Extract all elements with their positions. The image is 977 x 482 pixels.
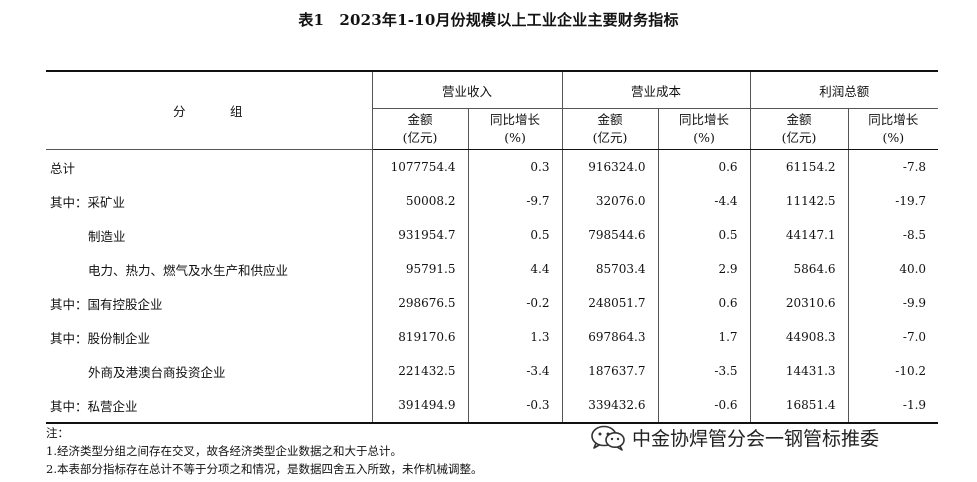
subheader-line1: 同比增长 (679, 112, 730, 127)
financial-indicators-table: 分 组 营业收入 营业成本 利润总额 金额 (亿元) 同比增长 (%) 金额 (亿元) 同比… (46, 70, 939, 424)
table-cell: 20310.6 (749, 286, 849, 320)
table-cell: 339432.6 (561, 388, 659, 424)
table-cell: 1.7 (657, 320, 751, 354)
table-cell: -4.4 (657, 184, 751, 218)
table-cell: 5864.6 (749, 252, 849, 286)
row-label: 制造业 (88, 228, 126, 244)
column-group-header: 营业成本 (561, 70, 751, 109)
subheader-line2: (亿元) (781, 130, 817, 145)
column-group-header: 利润总额 (749, 70, 939, 109)
table-row: 其中：国有控股企业 298676.5 -0.2 248051.7 0.6 20310.6-… (46, 286, 939, 320)
row-label: 其中：采矿业 (50, 194, 126, 210)
table-cell: -0.3 (467, 388, 563, 424)
table-cell: -7.0 (847, 320, 939, 354)
table-cell: 187637.7 (561, 354, 659, 388)
table-row: 总计 1077754.4 0.3 916324.0 0.6 61154.2 -7.8 (46, 149, 939, 184)
table-cell: -3.4 (467, 354, 563, 388)
row-label: 其中：股份制企业 (50, 330, 151, 346)
table-cell: 4.4 (467, 252, 563, 286)
table-cell: 0.6 (657, 149, 751, 184)
table-row: 制造业 931954.7 0.5 798544.6 0.5 44147.1 -8.5 (46, 218, 939, 252)
table-cell: 11142.5 (749, 184, 849, 218)
table-row: 电力、热力、燃气及水生产和供应业 95791.5 4.4 85703.4 2.9 5864… (46, 252, 939, 286)
table-cell: 2.9 (657, 252, 751, 286)
column-subheader: 金额 (亿元) (749, 108, 849, 150)
watermark-text: 中金协焊管分会一钢管标推委 (632, 428, 880, 450)
table-cell: 14431.3 (749, 354, 849, 388)
table-cell: 819170.6 (371, 320, 468, 354)
table-cell: -9.9 (847, 286, 939, 320)
table-cell: 32076.0 (561, 184, 659, 218)
table-cell: -0.6 (657, 388, 751, 424)
row-label: 其中：私营企业 (46, 388, 372, 424)
row-label: 外商及港澳台商投资企业 (88, 364, 226, 380)
group-header: 分 组 (46, 70, 372, 150)
table-cell: 248051.7 (561, 286, 659, 320)
column-subheader: 同比增长 (%) (657, 108, 751, 150)
table-cell: -10.2 (847, 354, 939, 388)
table-cell: 798544.6 (561, 218, 659, 252)
table-cell: 61154.2 (749, 149, 849, 184)
subheader-line2: (%) (882, 130, 905, 145)
table-cell: 0.5 (467, 218, 563, 252)
footnote-1: 1.经济类型分组之间存在交叉，故各经济类型企业数据之和大于总计。 (46, 444, 402, 458)
subheader-line1: 金额 (786, 112, 812, 127)
table-cell: -1.9 (847, 388, 939, 424)
wechat-icon (590, 425, 626, 451)
subheader-line2: (%) (693, 130, 715, 145)
table-cell: 95791.5 (371, 252, 468, 286)
subheader-line2: (亿元) (402, 130, 438, 145)
footnote-head: 注： (46, 426, 69, 440)
page-title: 表1 2023年1-10月份规模以上工业企业主要财务指标 (298, 11, 679, 29)
table-cell: 391494.9 (371, 388, 468, 424)
subheader-line2: (亿元) (592, 130, 628, 145)
row-label: 其中：国有控股企业 (50, 296, 163, 312)
table-cell: -3.5 (657, 354, 751, 388)
footnotes: 注： 1.经济类型分组之间存在交叉，故各经济类型企业数据之和大于总计。 2.本表… (46, 424, 482, 478)
subheader-line2: (%) (504, 130, 526, 145)
table-row: 其中：私营企业 391494.9 -0.3 339432.6 -0.6 16851.4 -1… (46, 388, 939, 424)
table-cell: 221432.5 (371, 354, 468, 388)
table-row: 其中：股份制企业 819170.6 1.3 697864.3 1.7 44908.3 -7.… (46, 320, 939, 354)
table-cell: 40.0 (847, 252, 939, 286)
column-subheader: 同比增长 (%) (847, 108, 939, 150)
table-cell: 0.3 (467, 149, 563, 184)
table-cell: 44908.3 (749, 320, 849, 354)
watermark: 中金协焊管分会一钢管标推委 (590, 424, 879, 451)
table-cell: -9.7 (467, 184, 563, 218)
column-subheader: 同比增长 (%) (467, 108, 563, 150)
table-cell: 44147.1 (749, 218, 849, 252)
table-cell: 931954.7 (371, 218, 468, 252)
table-cell: 298676.5 (371, 286, 468, 320)
subheader-line1: 同比增长 (868, 112, 919, 127)
table-cell: -0.2 (467, 286, 563, 320)
table-cell: 916324.0 (561, 149, 659, 184)
column-group-header: 营业收入 (371, 70, 563, 109)
table-cell: 697864.3 (561, 320, 659, 354)
table-cell: 1.3 (467, 320, 563, 354)
column-subheader: 金额 (亿元) (371, 108, 468, 150)
table-cell: 16851.4 (749, 388, 849, 424)
subheader-line1: 同比增长 (490, 112, 541, 127)
column-subheader: 金额 (亿元) (561, 108, 659, 150)
table-cell: 50008.2 (371, 184, 468, 218)
table-row: 外商及港澳台商投资企业 221432.5 -3.4 187637.7 -3.5 14431… (46, 354, 939, 388)
table-cell: -19.7 (847, 184, 939, 218)
row-label: 总计 (50, 160, 76, 176)
table-row: 其中：采矿业 50008.2 -9.7 32076.0 -4.4 11142.5 -19.7 (46, 184, 939, 218)
subheader-line1: 金额 (407, 112, 433, 127)
table-cell: 85703.4 (561, 252, 659, 286)
table-cell: 1077754.4 (371, 149, 468, 184)
table-cell: -7.8 (847, 149, 939, 184)
table-cell: 0.6 (657, 286, 751, 320)
subheader-line1: 金额 (597, 112, 623, 127)
table-cell: 0.5 (657, 218, 751, 252)
footnote-2: 2.本表部分指标存在总计不等于分项之和情况，是数据四舍五入所致，未作机械调整。 (46, 462, 483, 476)
row-label: 电力、热力、燃气及水生产和供应业 (88, 262, 289, 278)
table-cell: -8.5 (847, 218, 939, 252)
